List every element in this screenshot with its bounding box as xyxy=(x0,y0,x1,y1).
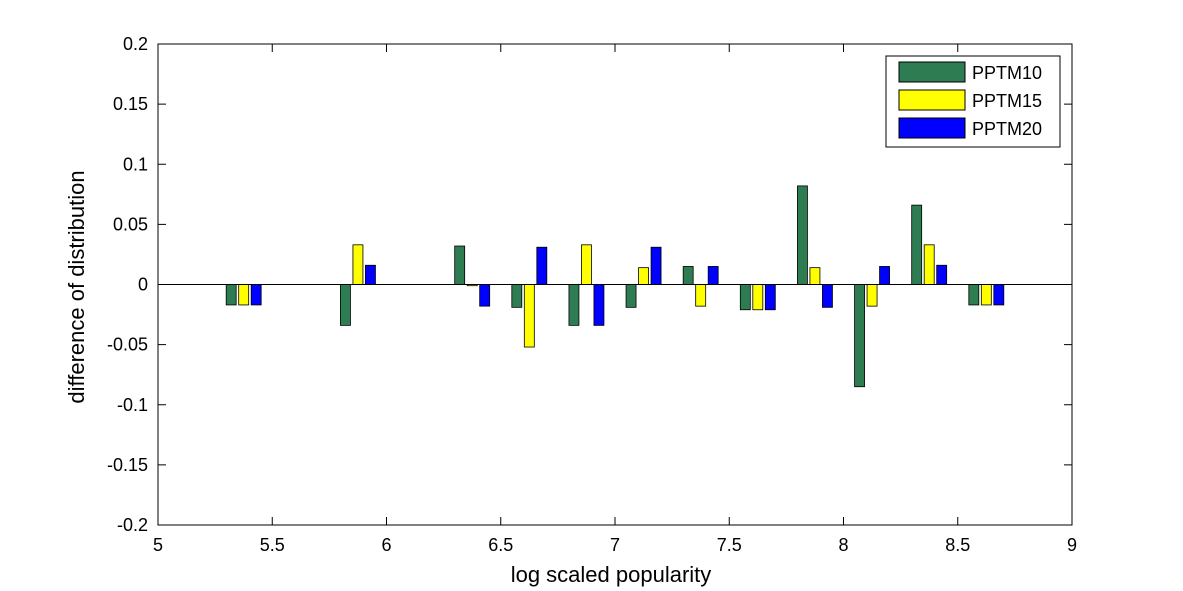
bar-pptm10 xyxy=(454,245,466,285)
bar-pptm15 xyxy=(352,244,364,285)
bar-pptm15 xyxy=(581,244,592,285)
bar-pptm20 xyxy=(822,284,833,308)
bar-pptm15 xyxy=(923,244,935,285)
x-tick-label: 6.5 xyxy=(488,535,513,555)
y-tick-label: 0.15 xyxy=(113,94,148,114)
y-tick-label: 0.2 xyxy=(123,34,148,54)
bar-pptm20 xyxy=(593,284,605,326)
bar-pptm10 xyxy=(682,266,694,285)
bar-pptm15 xyxy=(695,284,707,307)
legend-label-pptm15: PPTM15 xyxy=(972,91,1042,111)
x-axis: 5 5.5 6 6.5 7 7.5 8 8.5 9 xyxy=(153,44,1077,555)
bar-pptm20 xyxy=(764,284,776,311)
bar-pptm20 xyxy=(707,266,719,285)
x-tick-label: 7.5 xyxy=(717,535,742,555)
bar-pptm10 xyxy=(911,204,923,285)
bar-pptm20 xyxy=(536,246,548,285)
bars xyxy=(225,185,1005,388)
y-axis: -0.2 -0.15 -0.1 -0.05 0 0.05 0.1 0.15 0.2 xyxy=(107,34,1072,535)
bar-pptm20 xyxy=(250,284,262,306)
bar-pptm10 xyxy=(968,284,980,306)
bar-pptm15 xyxy=(809,267,821,285)
bar-pptm20 xyxy=(365,264,376,285)
x-tick-label: 8 xyxy=(838,535,848,555)
y-tick-label: 0 xyxy=(138,275,148,295)
bar-pptm10 xyxy=(739,284,751,311)
x-tick-label: 5.5 xyxy=(260,535,285,555)
bar-pptm10 xyxy=(511,284,523,308)
bar-pptm15 xyxy=(638,267,649,285)
bar-pptm20 xyxy=(993,284,1005,306)
bar-pptm15 xyxy=(752,284,764,311)
x-tick-label: 7 xyxy=(610,535,620,555)
bar-pptm10 xyxy=(225,284,237,306)
bar-pptm15 xyxy=(238,284,250,306)
legend-swatch-pptm20 xyxy=(898,117,966,139)
y-tick-label: 0.1 xyxy=(123,154,148,174)
bar-pptm20 xyxy=(650,246,662,285)
x-axis-label: log scaled popularity xyxy=(511,562,712,587)
bar-pptm10 xyxy=(854,284,865,388)
bar-pptm10 xyxy=(625,284,637,308)
bar-pptm10 xyxy=(797,185,808,285)
legend-label-pptm10: PPTM10 xyxy=(972,63,1042,83)
bar-pptm20 xyxy=(879,266,890,285)
bar-pptm10 xyxy=(340,284,351,326)
legend-label-pptm20: PPTM20 xyxy=(972,119,1042,139)
x-tick-label: 6 xyxy=(381,535,391,555)
bar-pptm15 xyxy=(980,284,992,306)
x-tick-label: 8.5 xyxy=(945,535,970,555)
legend-swatch-pptm15 xyxy=(898,89,966,111)
y-tick-label: -0.1 xyxy=(117,395,148,415)
legend: PPTM10 PPTM15 PPTM20 xyxy=(885,55,1061,148)
legend-swatch-pptm10 xyxy=(898,61,966,83)
bar-pptm10 xyxy=(568,284,580,326)
bar-pptm15 xyxy=(866,284,878,307)
x-tick-label: 5 xyxy=(153,535,163,555)
y-axis-label: difference of distribution xyxy=(64,170,89,403)
y-tick-label: -0.05 xyxy=(107,335,148,355)
y-tick-label: -0.15 xyxy=(107,455,148,475)
y-tick-label: 0.05 xyxy=(113,214,148,234)
y-tick-label: -0.2 xyxy=(117,515,148,535)
bar-pptm20 xyxy=(479,284,491,307)
x-tick-label: 9 xyxy=(1067,535,1077,555)
bar-pptm20 xyxy=(936,264,948,285)
bar-pptm15 xyxy=(523,284,535,348)
